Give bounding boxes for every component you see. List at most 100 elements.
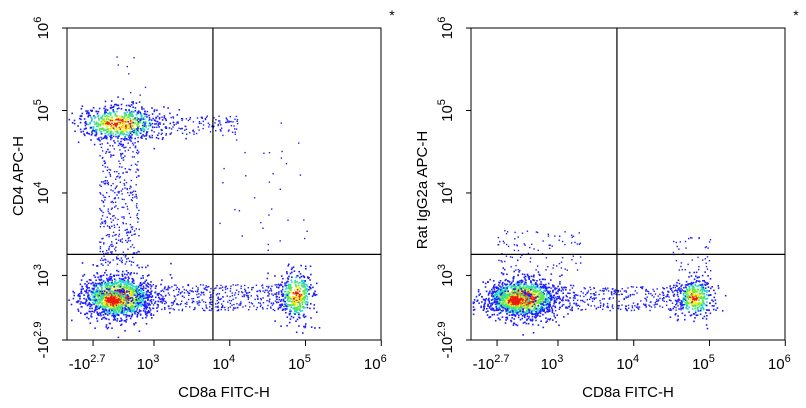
- event-dot: [101, 128, 103, 130]
- event-dot: [500, 295, 503, 297]
- event-dot: [125, 223, 127, 225]
- event-dot: [146, 314, 148, 317]
- event-dot: [537, 289, 539, 292]
- event-dot: [494, 319, 497, 322]
- event-dot: [132, 261, 135, 264]
- event-dot: [548, 301, 550, 304]
- event-dot: [113, 297, 116, 300]
- event-dot: [143, 287, 145, 289]
- event-dot: [513, 275, 515, 278]
- event-dot: [525, 311, 528, 313]
- event-dot: [126, 187, 128, 190]
- event-dot: [119, 181, 121, 183]
- event-dot: [77, 293, 80, 296]
- event-dot: [164, 300, 167, 303]
- event-dot: [99, 123, 102, 126]
- event-dot: [260, 304, 262, 306]
- event-dot: [136, 123, 138, 126]
- event-dot: [565, 307, 567, 309]
- event-dot: [148, 114, 150, 117]
- event-dot: [114, 119, 116, 121]
- event-dot: [479, 293, 482, 295]
- event-dot: [531, 299, 534, 301]
- event-dot: [278, 306, 281, 309]
- event-dot: [221, 286, 224, 288]
- event-dot: [126, 290, 128, 292]
- event-dot: [135, 322, 137, 324]
- event-dot: [309, 307, 311, 310]
- event-dot: [295, 297, 297, 299]
- event-dot: [113, 317, 116, 320]
- event-dot: [125, 114, 128, 117]
- event-dot: [110, 138, 112, 141]
- event-dot: [187, 119, 190, 122]
- event-dot: [111, 245, 113, 248]
- event-dot: [98, 137, 100, 139]
- event-dot: [122, 279, 124, 282]
- event-dot: [131, 284, 134, 287]
- event-dot: [185, 128, 188, 130]
- event-dot: [303, 296, 305, 299]
- event-dot: [187, 284, 190, 286]
- event-dot: [96, 306, 98, 308]
- event-dot: [512, 277, 514, 279]
- event-dot: [131, 199, 133, 202]
- event-dot: [554, 287, 556, 289]
- event-dot: [222, 305, 224, 307]
- event-dot: [122, 289, 125, 291]
- event-dot: [282, 286, 284, 288]
- event-dot: [96, 320, 99, 322]
- event-dot: [104, 281, 106, 284]
- event-dot: [183, 292, 186, 294]
- event-dot: [267, 287, 269, 289]
- event-dot: [73, 294, 75, 297]
- event-dot: [95, 123, 97, 125]
- event-dot: [118, 303, 120, 306]
- event-dot: [133, 302, 136, 305]
- event-dot: [539, 312, 542, 314]
- event-dot: [127, 295, 130, 298]
- event-dot: [300, 264, 302, 267]
- event-dot: [132, 102, 134, 105]
- event-dot: [162, 137, 164, 139]
- event-dot: [297, 312, 299, 314]
- event-dot: [94, 301, 97, 304]
- event-dot: [133, 309, 135, 311]
- event-dot: [105, 135, 107, 138]
- event-dot: [105, 313, 107, 315]
- event-dot: [156, 109, 158, 112]
- event-dot: [97, 298, 99, 301]
- event-dot: [136, 214, 138, 217]
- event-dot: [194, 308, 196, 310]
- event-dot: [84, 313, 87, 315]
- event-dot: [145, 297, 147, 299]
- event-dot: [105, 259, 107, 261]
- event-dot: [128, 288, 131, 291]
- event-dot: [202, 301, 205, 303]
- event-dot: [109, 322, 111, 325]
- event-dot: [107, 311, 109, 313]
- event-dot: [110, 276, 113, 278]
- event-dot: [481, 301, 483, 303]
- event-dot: [118, 294, 121, 296]
- event-dot: [125, 127, 127, 130]
- event-dot: [238, 291, 240, 293]
- event-dot: [109, 251, 112, 253]
- event-dot: [235, 128, 238, 130]
- event-dot: [251, 288, 253, 291]
- event-dot: [77, 308, 79, 311]
- event-dot: [148, 274, 150, 276]
- event-dot: [304, 303, 307, 305]
- event-dot: [90, 139, 92, 141]
- event-dot: [102, 118, 104, 121]
- event-dot: [289, 289, 292, 291]
- event-dot: [543, 309, 545, 312]
- event-dot: [104, 183, 106, 185]
- event-dot: [236, 119, 239, 121]
- event-dot: [286, 277, 289, 279]
- event-dot: [189, 132, 191, 134]
- event-dot: [270, 290, 273, 292]
- event-dot: [294, 292, 297, 295]
- event-dot: [515, 307, 517, 310]
- event-dot: [288, 313, 291, 316]
